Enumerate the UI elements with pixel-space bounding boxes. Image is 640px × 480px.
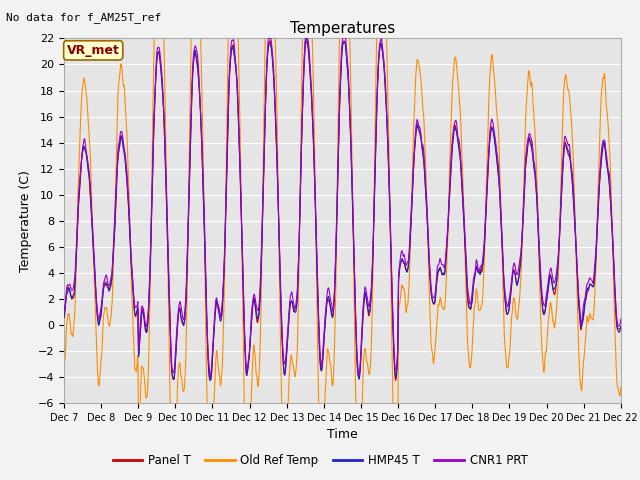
- CNR1 PRT: [270, 72, 278, 77]
- HMP45 T: [303, 34, 310, 40]
- HMP45 T: [189, 62, 197, 68]
- HMP45 T: [60, 314, 68, 320]
- CNR1 PRT: [189, 55, 197, 60]
- CNR1 PRT: [207, 374, 214, 380]
- Line: HMP45 T: HMP45 T: [64, 37, 621, 380]
- CNR1 PRT: [195, 77, 203, 83]
- Panel T: [310, 144, 317, 149]
- HMP45 T: [270, 80, 278, 86]
- Text: VR_met: VR_met: [67, 44, 120, 57]
- Panel T: [270, 80, 278, 86]
- Old Ref Temp: [617, 384, 625, 390]
- HMP45 T: [206, 377, 214, 383]
- CNR1 PRT: [303, 27, 310, 33]
- Panel T: [392, 377, 399, 383]
- Panel T: [612, 321, 620, 326]
- Panel T: [193, 55, 200, 61]
- Line: Panel T: Panel T: [64, 41, 621, 380]
- HMP45 T: [193, 54, 200, 60]
- Panel T: [266, 38, 274, 44]
- Old Ref Temp: [612, 372, 620, 377]
- HMP45 T: [310, 145, 317, 151]
- Line: CNR1 PRT: CNR1 PRT: [64, 30, 621, 377]
- Legend: Panel T, Old Ref Temp, HMP45 T, CNR1 PRT: Panel T, Old Ref Temp, HMP45 T, CNR1 PRT: [108, 449, 532, 472]
- HMP45 T: [195, 84, 203, 89]
- CNR1 PRT: [310, 141, 317, 147]
- HMP45 T: [617, 324, 625, 330]
- CNR1 PRT: [60, 309, 68, 314]
- Panel T: [617, 324, 625, 330]
- Old Ref Temp: [60, 358, 68, 364]
- Text: No data for f_AM25T_ref: No data for f_AM25T_ref: [6, 12, 162, 23]
- CNR1 PRT: [612, 313, 620, 319]
- Title: Temperatures: Temperatures: [290, 21, 395, 36]
- Old Ref Temp: [310, 96, 317, 102]
- Panel T: [189, 60, 197, 66]
- Y-axis label: Temperature (C): Temperature (C): [19, 170, 32, 272]
- Panel T: [60, 315, 68, 321]
- Line: Old Ref Temp: Old Ref Temp: [64, 0, 621, 480]
- CNR1 PRT: [193, 46, 200, 52]
- X-axis label: Time: Time: [327, 429, 358, 442]
- Panel T: [195, 85, 203, 91]
- CNR1 PRT: [617, 316, 625, 322]
- HMP45 T: [612, 316, 620, 322]
